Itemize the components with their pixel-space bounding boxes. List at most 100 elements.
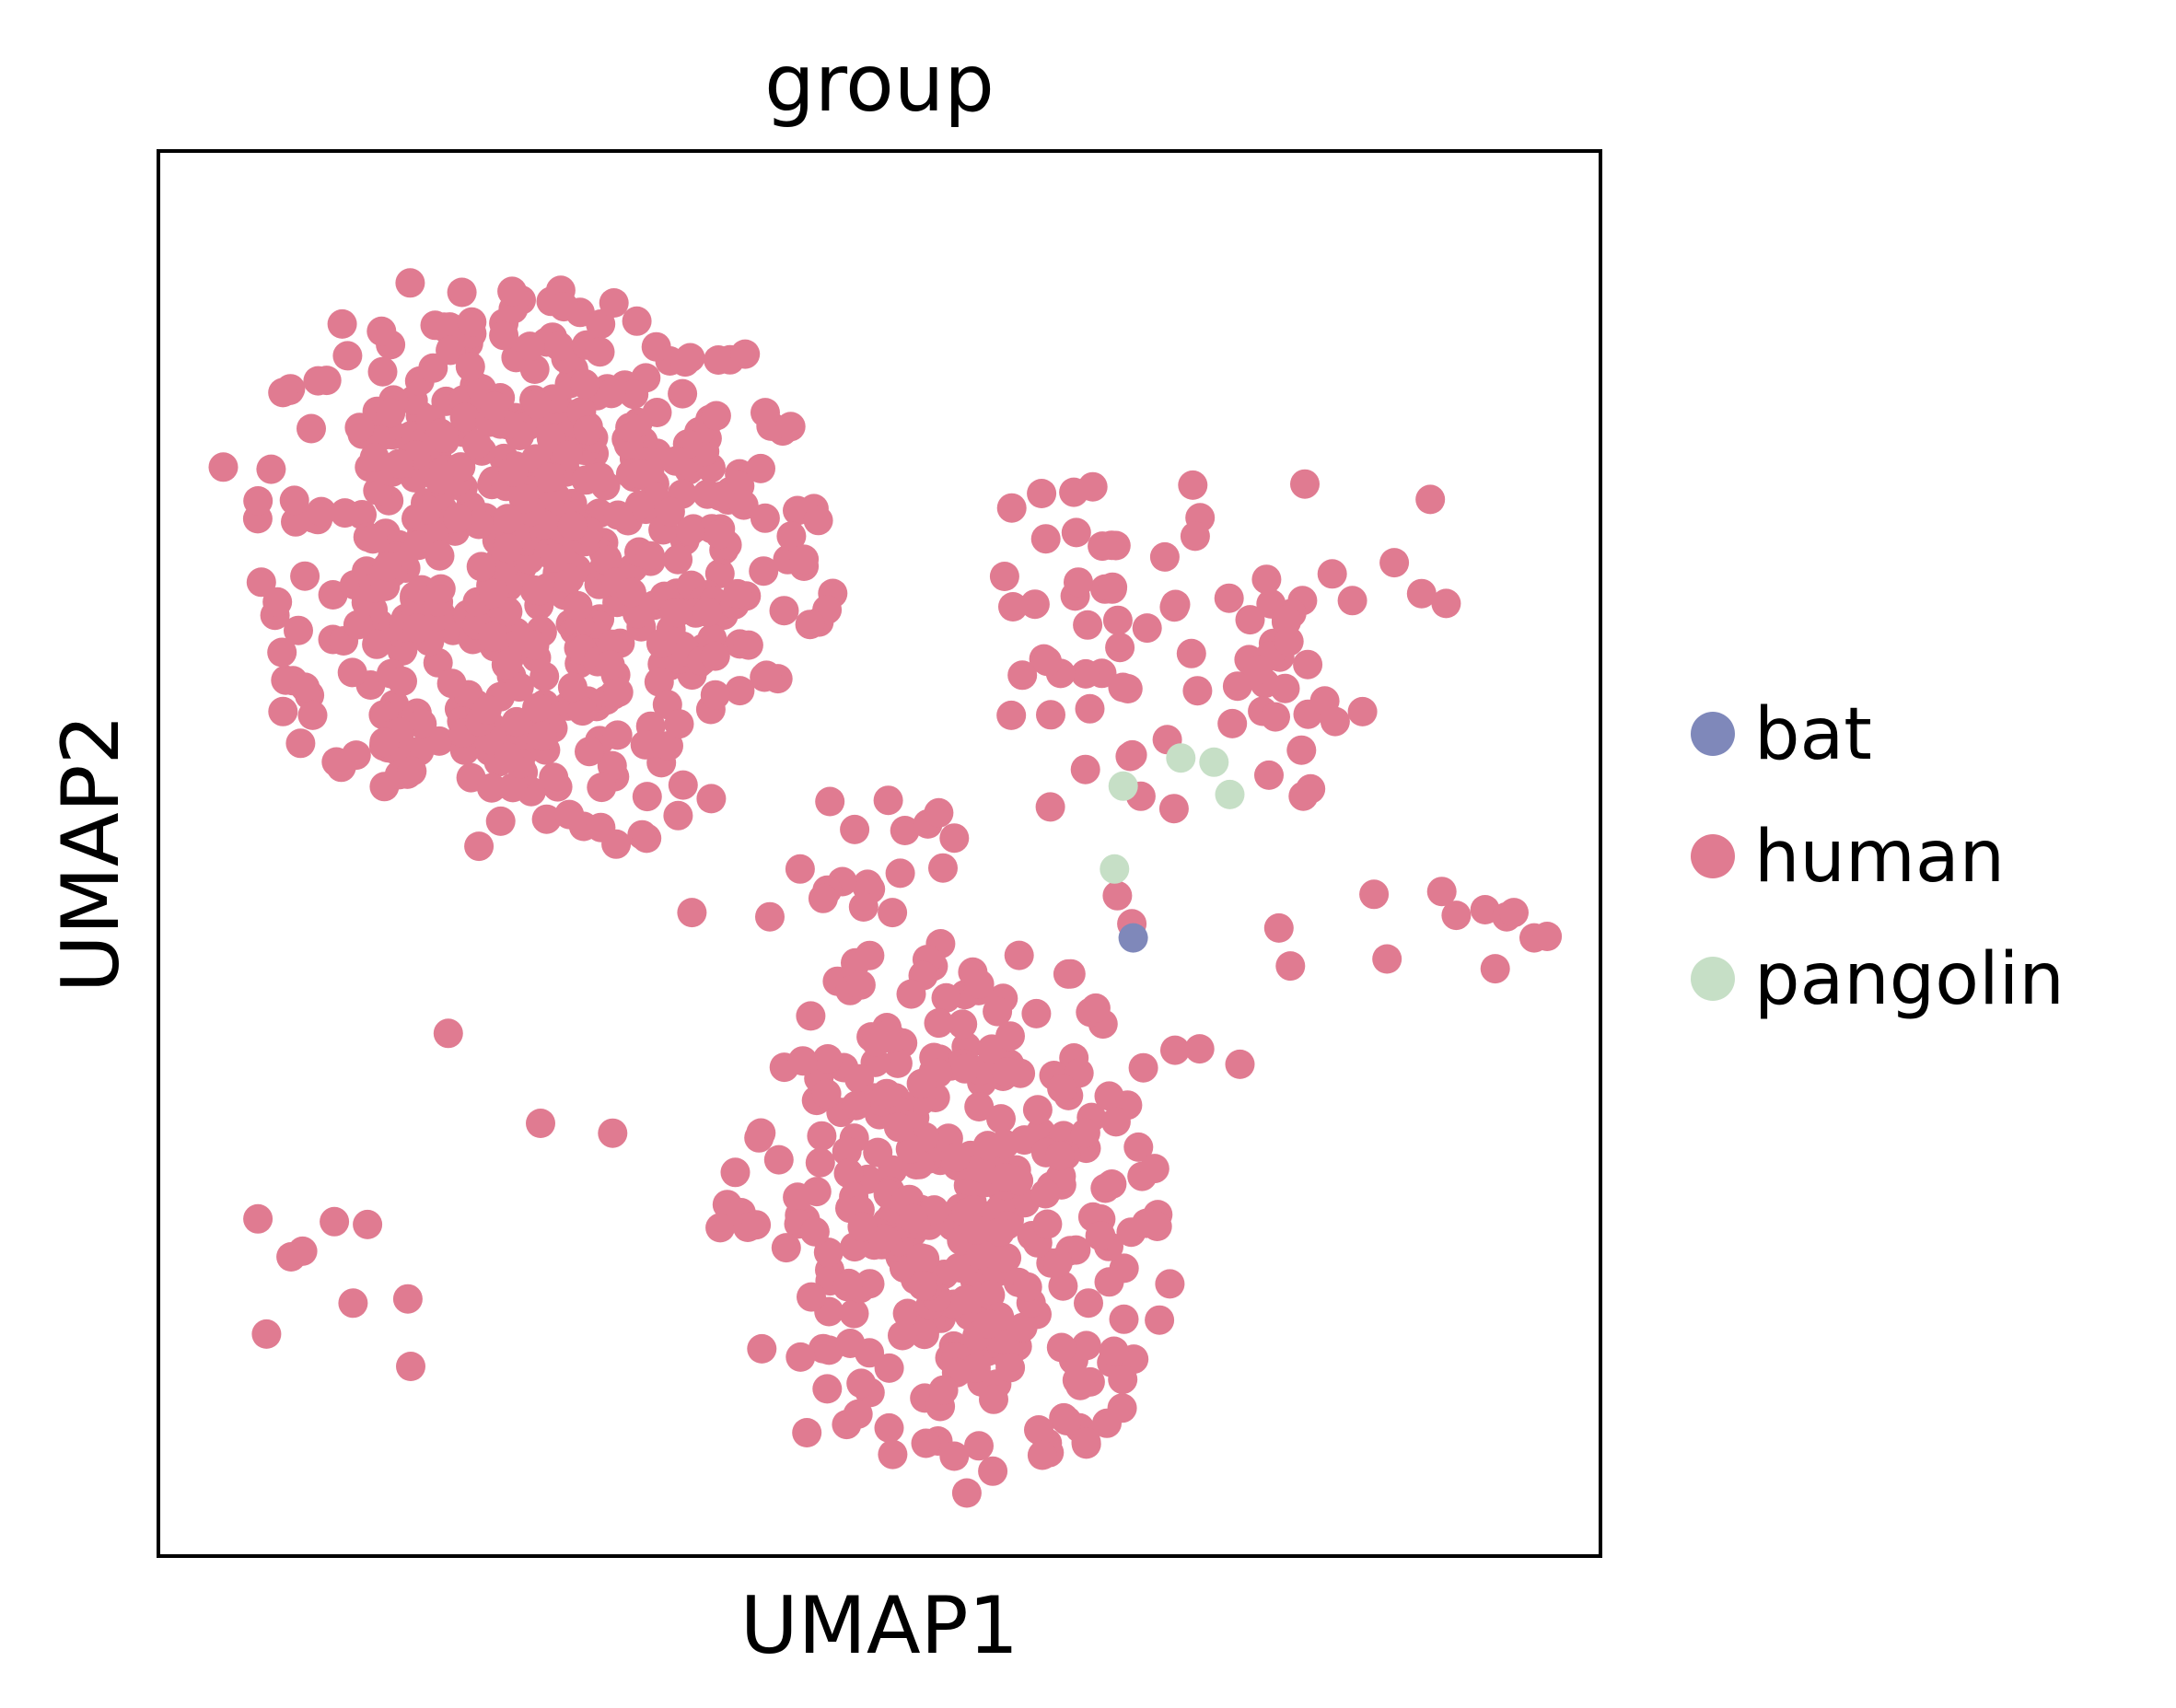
human-point-353 [279,485,309,516]
human-point-925 [1108,672,1138,703]
human-point-438 [696,784,727,814]
human-point-499 [436,335,466,366]
human-point-1017 [1372,944,1402,974]
human-point-551 [595,650,625,680]
human-point-1013 [1296,773,1326,804]
human-point-883 [832,1410,862,1440]
human-point-882 [940,1142,971,1172]
human-point-1007 [1102,880,1133,911]
human-point-844 [1042,1248,1073,1278]
human-point-330 [504,672,534,703]
human-point-504 [775,412,806,442]
human-point-758 [833,1158,864,1189]
human-point-698 [746,1118,776,1148]
human-point-855 [992,1057,1022,1087]
human-point-935 [1178,470,1208,500]
human-point-493 [457,307,487,337]
human-point-879 [847,1212,878,1242]
human-point-435 [501,706,531,737]
legend-label-human: human [1754,816,2005,899]
human-point-473 [751,660,782,691]
human-point-520 [344,412,375,443]
human-point-811 [1047,1074,1077,1104]
human-point-804 [1055,959,1086,989]
human-point-905 [1075,693,1105,724]
human-point-695 [1108,1365,1138,1395]
human-point-457 [705,482,736,511]
human-point-442 [635,540,666,571]
human-point-446 [700,641,730,671]
human-point-505 [616,577,646,608]
human-point-546 [428,423,459,453]
human-point-526 [554,564,585,594]
human-point-937 [1160,589,1191,620]
human-point-460 [435,312,465,343]
human-point-1011 [1184,1034,1215,1064]
human-point-643 [948,1009,978,1040]
human-point-507 [569,368,599,399]
human-point-691 [1021,998,1052,1028]
human-point-894 [950,1284,981,1315]
human-point-732 [964,1431,994,1461]
human-point-969 [1243,655,1274,685]
human-point-845 [874,1353,904,1383]
human-point-488 [534,462,564,493]
human-point-489 [549,292,579,322]
human-point-538 [455,352,485,382]
human-point-808 [1027,1440,1057,1470]
human-point-547 [493,504,523,534]
human-point-216 [447,277,477,308]
human-point-541 [540,542,570,573]
human-point-760 [939,1441,970,1471]
human-point-468 [485,806,516,836]
human-point-519 [498,457,529,487]
human-point-874 [931,982,961,1013]
human-point-829 [966,1153,996,1183]
human-point-920 [1102,605,1133,635]
human-point-929 [1073,610,1103,640]
human-point-944 [1117,739,1147,770]
human-point-984 [928,853,958,883]
human-point-994 [392,1284,423,1314]
human-point-1033 [1431,588,1461,619]
human-point-1002 [755,901,785,932]
pangolin-point-3 [1199,747,1229,777]
human-point-462 [563,590,593,621]
human-point-241 [776,521,807,552]
human-point-836 [1046,1332,1076,1363]
human-point-114 [531,804,562,834]
human-point-922 [1222,671,1252,702]
human-point-966 [1272,605,1301,634]
human-point-364 [670,347,701,378]
human-point-515 [471,694,502,725]
human-point-21 [256,454,286,484]
human-point-787 [807,1121,837,1151]
human-point-553 [557,672,588,703]
human-point-586 [1128,1052,1158,1083]
human-point-443 [519,630,550,660]
human-point-498 [449,402,480,433]
human-point-1016 [1359,879,1390,910]
human-point-456 [660,446,691,476]
human-point-831 [966,1239,996,1270]
human-point-979 [885,858,915,889]
human-point-305 [524,575,554,606]
human-point-990 [287,1236,318,1266]
human-point-1003 [808,883,838,913]
human-point-914 [1071,658,1100,689]
human-point-463 [615,412,646,443]
human-point-557 [436,668,467,699]
human-point-772 [812,1044,843,1074]
human-point-449 [367,356,398,387]
human-point-776 [1070,1118,1100,1148]
human-point-814 [978,1456,1008,1486]
human-point-532 [480,391,509,422]
human-point-408 [730,339,761,369]
human-point-405 [497,773,528,803]
human-point-531 [359,443,390,472]
human-point-304 [424,464,454,494]
human-point-976 [939,823,970,854]
human-point-970 [1251,564,1282,595]
human-point-1000 [878,898,908,928]
human-point-590 [892,1298,923,1329]
